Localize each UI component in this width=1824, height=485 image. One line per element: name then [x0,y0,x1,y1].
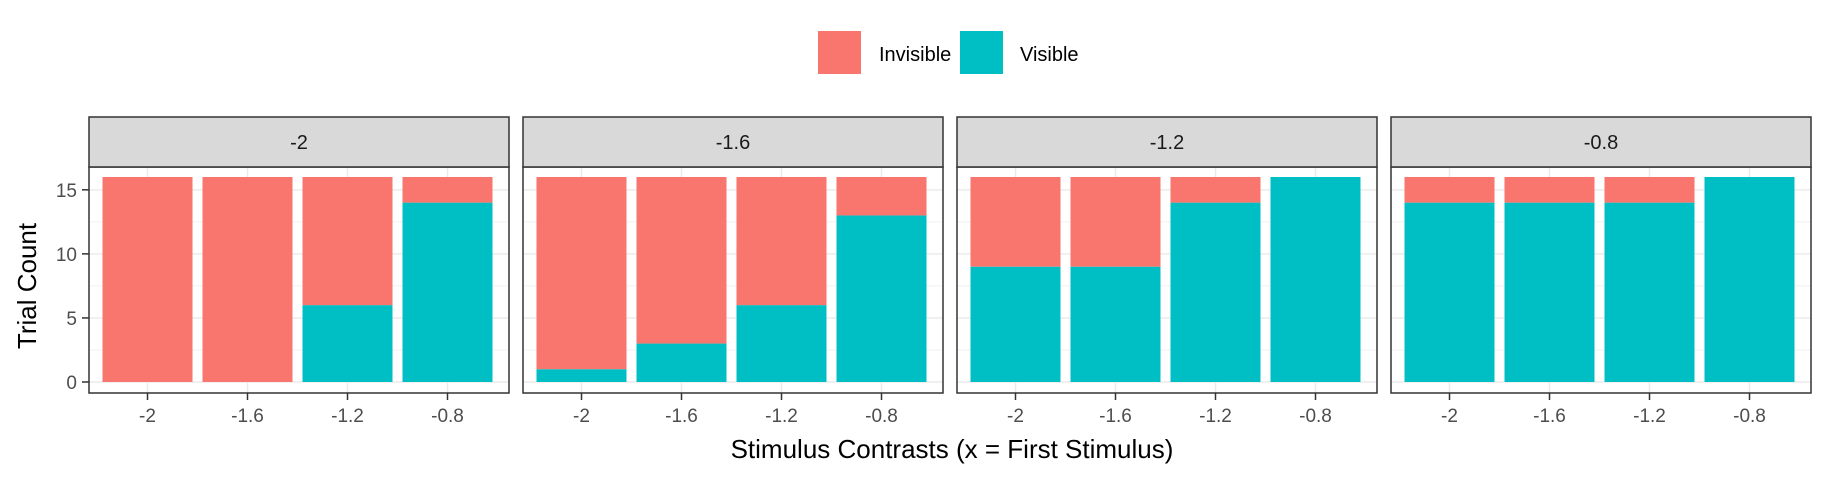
bar-visible--0.8 [402,202,493,382]
x-tick-label: -1.6 [1099,406,1132,427]
bar-visible--1.2 [1170,202,1261,382]
bar-visible--0.8 [836,215,927,382]
x-tick-label: -1.6 [231,406,264,427]
bar-visible--1.6 [636,343,727,382]
bar-visible--0.8 [1270,177,1361,382]
x-tick-label: -0.8 [1299,406,1332,427]
bar-invisible--1.6 [1070,177,1161,267]
facet-strip-label: -1.2 [1150,132,1184,154]
bar-invisible--0.8 [836,177,927,216]
legend-label-invisible: Invisible [879,44,951,66]
legend-label-visible: Visible [1020,44,1079,66]
bar-invisible--1.2 [736,177,827,306]
bar-visible--2 [536,369,627,382]
bar-invisible--1.6 [636,177,727,344]
bar-visible--0.8 [1704,177,1795,382]
bar-visible--2 [1404,202,1495,382]
y-axis: 0 5 10 15 [56,181,89,394]
x-tick-label: -0.8 [865,406,898,427]
bar-invisible--2 [102,177,193,382]
y-axis-title: Trial Count [12,222,42,349]
x-tick-label: -2 [139,406,156,427]
bar-invisible--2 [1404,177,1495,203]
bar-visible--2 [970,266,1061,382]
bar-invisible--1.6 [202,177,293,382]
y-tick-label: 5 [66,309,77,330]
bar-invisible--2 [536,177,627,370]
bar-visible--1.2 [302,305,393,382]
x-tick-label: -2 [1441,406,1458,427]
facet-panel-1: -1.6 -2 -1.6 -1.2 -0.8 [522,116,944,427]
x-tick-label: -0.8 [1733,406,1766,427]
bar-invisible--2 [970,177,1061,267]
y-tick-label: 10 [56,245,77,266]
x-axis-title: Stimulus Contrasts (x = First Stimulus) [731,434,1174,464]
y-tick-label: 0 [66,373,77,394]
x-tick-label: -1.2 [331,406,364,427]
x-tick-label: -1.2 [1199,406,1232,427]
bar-invisible--1.6 [1504,177,1595,203]
x-tick-label: -2 [1007,406,1024,427]
facet-panel-2: -1.2 -2 -1.6 -1.2 -0.8 [956,116,1378,427]
bar-invisible--1.2 [1170,177,1261,203]
x-tick-label: -1.6 [665,406,698,427]
bar-visible--1.6 [1070,266,1161,382]
x-tick-label: -0.8 [431,406,464,427]
bar-invisible--1.2 [302,177,393,306]
bar-invisible--0.8 [402,177,493,203]
facet-strip-label: -2 [290,132,308,154]
bar-visible--1.2 [736,305,827,382]
legend: Invisible Visible [818,31,1079,74]
facet-strip-label: -0.8 [1584,132,1618,154]
x-tick-label: -1.6 [1533,406,1566,427]
legend-key-invisible [818,31,861,74]
bar-visible--1.6 [1504,202,1595,382]
facet-panel-0: -2 -2 -1.6 -1.2 -0.8 [88,116,510,427]
y-tick-label: 15 [56,181,77,202]
x-tick-label: -1.2 [765,406,798,427]
x-tick-label: -2 [573,406,590,427]
facets: -2-2 -1.6 -1.2 -0.8-1.6-2 -1.6 -1.2 -0.8-1.2-2… [56,116,1812,427]
facet-strip-label: -1.6 [716,132,750,154]
facet-strip [522,116,944,168]
facet-strip [1390,116,1812,168]
x-tick-label: -1.2 [1633,406,1666,427]
facet-strip [956,116,1378,168]
facet-panel-3: -0.8 -2 -1.6 -1.2 -0.8 [1390,116,1812,427]
bar-invisible--1.2 [1604,177,1695,203]
bar-visible--1.2 [1604,202,1695,382]
facet-strip [88,116,510,168]
legend-key-visible [960,31,1003,74]
